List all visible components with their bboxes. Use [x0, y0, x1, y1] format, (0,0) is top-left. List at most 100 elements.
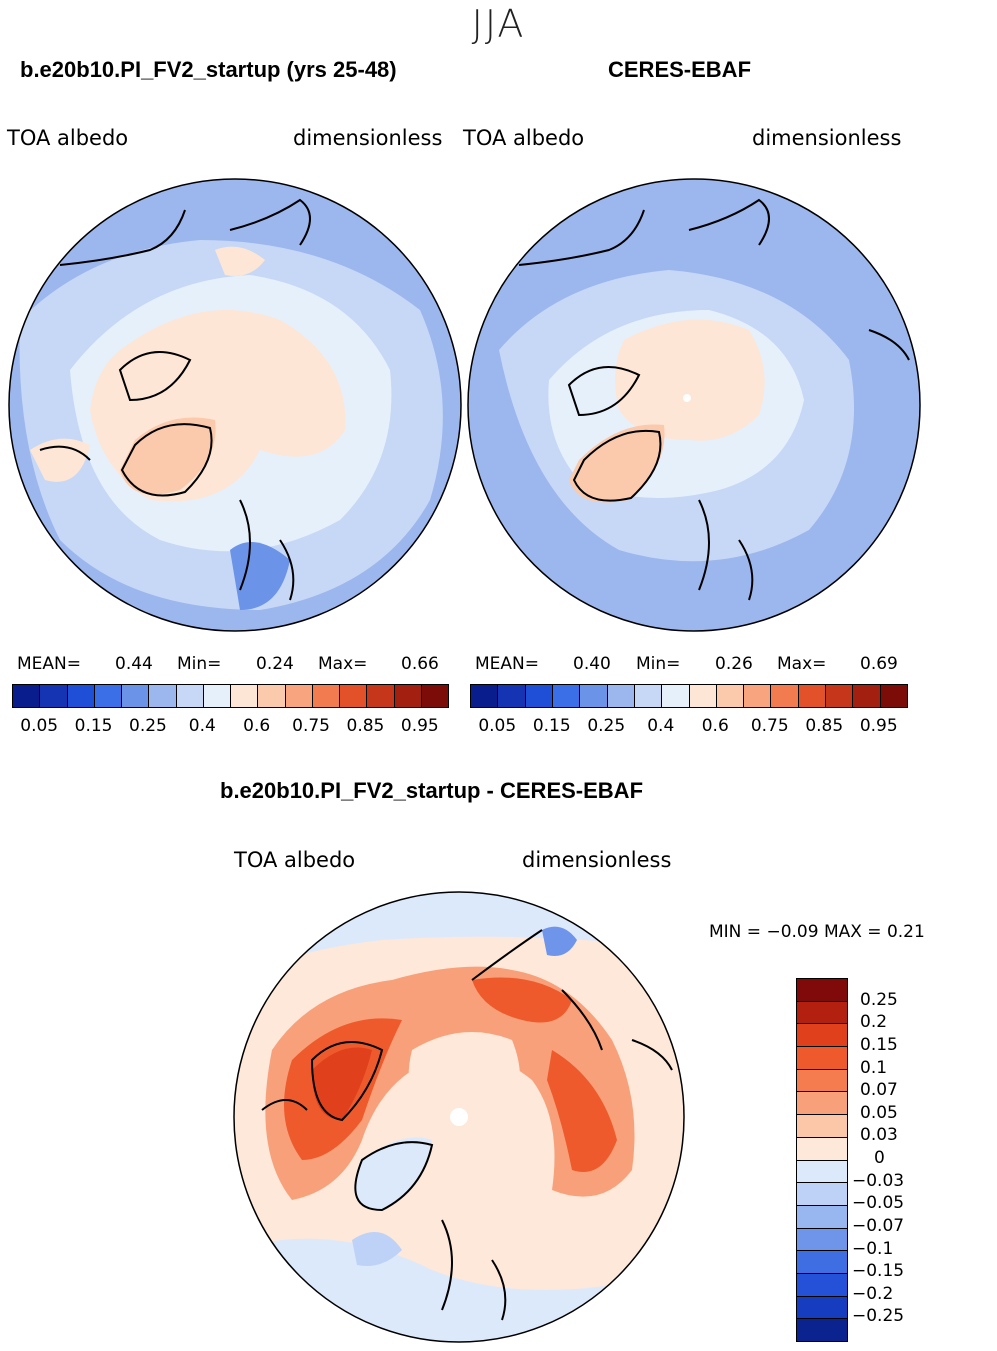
panel2-title: CERES-EBAF [608, 57, 752, 82]
colorbar-tick-label: 0.85 [805, 716, 844, 736]
colorbar-tick-label: 0.4 [647, 716, 675, 736]
colorbar-tick-label: 0.07 [860, 1080, 898, 1101]
panel1-units: dimensionless [293, 126, 443, 150]
panel1-max-label: Max= [318, 654, 368, 674]
colorbar-swatch [797, 1137, 847, 1161]
panel2-min-label: Min= [636, 654, 681, 674]
colorbar-tick-label: 0.95 [859, 716, 898, 736]
panel2-units: dimensionless [752, 126, 902, 150]
diff-title: b.e20b10.PI_FV2_startup - CERES-EBAF [220, 778, 644, 803]
colorbar-swatch [797, 1273, 847, 1297]
colorbar-tick-label: 0.4 [188, 716, 216, 736]
colorbar-swatch [367, 685, 395, 707]
colorbar-swatch [797, 1069, 847, 1093]
colorbar-tick-label: 0.6 [701, 716, 729, 736]
colorbar-swatch [689, 685, 717, 707]
diff-polar-map [233, 891, 685, 1343]
colorbar-swatch [203, 685, 231, 707]
diff-minmax: MIN = −0.09 MAX = 0.21 [709, 922, 925, 942]
colorbar-tick-label: 0.85 [346, 716, 385, 736]
colorbar-swatch [13, 685, 41, 707]
diff-variable: TOA albedo [234, 848, 356, 872]
colorbar-tick-label: 0.2 [860, 1012, 888, 1033]
panel2-max-label: Max= [777, 654, 827, 674]
colorbar-swatch [149, 685, 177, 707]
colorbar-tick-label: 0 [874, 1148, 885, 1168]
colorbar-tick-label: −0.05 [852, 1193, 905, 1214]
colorbar-swatch [853, 685, 881, 707]
panel2-max-value: 0.69 [860, 654, 898, 674]
colorbar-swatch [826, 685, 854, 707]
colorbar-tick-label: 0.6 [243, 716, 271, 736]
panel2-mean-label: MEAN= [475, 654, 539, 674]
colorbar-swatch [122, 685, 150, 707]
colorbar-swatch [880, 685, 907, 707]
colorbar-swatch [797, 1160, 847, 1184]
panel1-colorbar-ticks: 0.05 0.15 0.25 0.4 0.6 0.75 0.85 0.95 [0, 716, 470, 736]
colorbar-tick-label: −0.1 [852, 1238, 894, 1259]
colorbar-swatch [797, 1251, 847, 1274]
colorbar-tick-label: 0.95 [400, 716, 439, 736]
panel1-title: b.e20b10.PI_FV2_startup (yrs 25-48) [20, 57, 397, 82]
colorbar-tick-label: 0.25 [129, 716, 167, 736]
colorbar-swatch [797, 1183, 847, 1206]
colorbar-tick-label: 0.1 [860, 1057, 888, 1078]
colorbar-swatch [797, 1092, 847, 1116]
colorbar-swatch [552, 685, 581, 707]
colorbar-swatch [285, 685, 313, 707]
colorbar-swatch [797, 1001, 847, 1025]
colorbar-swatch [67, 685, 95, 707]
colorbar-swatch [258, 685, 286, 707]
colorbar-tick-label: 0.25 [860, 989, 898, 1010]
season-title: JJA [471, 2, 526, 46]
colorbar-swatch [40, 685, 68, 707]
colorbar-tick-label: 0.75 [750, 716, 789, 736]
colorbar-swatch [634, 685, 663, 707]
colorbar-swatch [797, 979, 847, 1002]
colorbar-tick-label: 0.05 [478, 716, 517, 736]
colorbar-swatch [716, 685, 745, 707]
colorbar-swatch [797, 1296, 847, 1320]
panel1-colorbar [12, 684, 449, 708]
colorbar-swatch [94, 685, 122, 707]
panel1-min-label: Min= [177, 654, 222, 674]
colorbar-tick-label: 0.03 [860, 1125, 898, 1146]
colorbar-tick-label: −0.07 [852, 1215, 905, 1236]
colorbar-swatch [394, 685, 422, 707]
colorbar-swatch [797, 1319, 847, 1341]
panel2-colorbar [470, 684, 908, 708]
colorbar-swatch [607, 685, 635, 707]
colorbar-swatch [421, 685, 448, 707]
panel1-max-value: 0.66 [401, 654, 439, 674]
panel1-mean-value: 0.44 [115, 654, 153, 674]
colorbar-tick-label: −0.2 [852, 1283, 894, 1304]
colorbar-swatch [340, 685, 368, 707]
colorbar-swatch [471, 685, 499, 707]
panel2-variable: TOA albedo [463, 126, 585, 150]
diff-colorbar-ticks: 0.25 0.2 0.15 0.1 0.07 0.05 0.03 0 −0.03 −0.05 −0.… [852, 978, 932, 1340]
colorbar-tick-label: 0.05 [860, 1102, 898, 1123]
colorbar-swatch [312, 685, 340, 707]
panel2-colorbar-ticks: 0.05 0.15 0.25 0.4 0.6 0.75 0.85 0.95 [458, 716, 928, 736]
colorbar-swatch [744, 685, 772, 707]
diff-units: dimensionless [522, 848, 672, 872]
panel1-polar-map [8, 178, 462, 632]
panel1-variable: TOA albedo [7, 126, 129, 150]
diff-colorbar [796, 978, 848, 1342]
colorbar-tick-label: −0.25 [852, 1306, 905, 1327]
panel2-polar-map [467, 178, 921, 632]
colorbar-tick-label: 0.15 [74, 716, 113, 736]
colorbar-swatch [797, 1047, 847, 1070]
panel1-mean-label: MEAN= [17, 654, 81, 674]
colorbar-swatch [797, 1024, 847, 1048]
colorbar-swatch [498, 685, 526, 707]
colorbar-swatch [797, 1228, 847, 1252]
colorbar-tick-label: 0.25 [587, 716, 626, 736]
colorbar-tick-label: −0.03 [852, 1170, 905, 1191]
colorbar-swatch [176, 685, 204, 707]
colorbar-swatch [580, 685, 608, 707]
colorbar-tick-label: 0.15 [532, 716, 571, 736]
colorbar-swatch [231, 685, 259, 707]
colorbar-swatch [798, 685, 827, 707]
colorbar-swatch [525, 685, 553, 707]
